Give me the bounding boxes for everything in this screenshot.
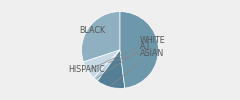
Wedge shape	[82, 12, 120, 62]
Text: A.I.: A.I.	[97, 42, 153, 78]
Text: WHITE: WHITE	[89, 36, 166, 70]
Text: HISPANIC: HISPANIC	[69, 48, 156, 74]
Wedge shape	[84, 50, 120, 78]
Text: ASIAN: ASIAN	[111, 49, 164, 85]
Text: BLACK: BLACK	[79, 26, 105, 34]
Wedge shape	[120, 12, 158, 88]
Wedge shape	[94, 50, 120, 81]
Wedge shape	[97, 50, 125, 88]
